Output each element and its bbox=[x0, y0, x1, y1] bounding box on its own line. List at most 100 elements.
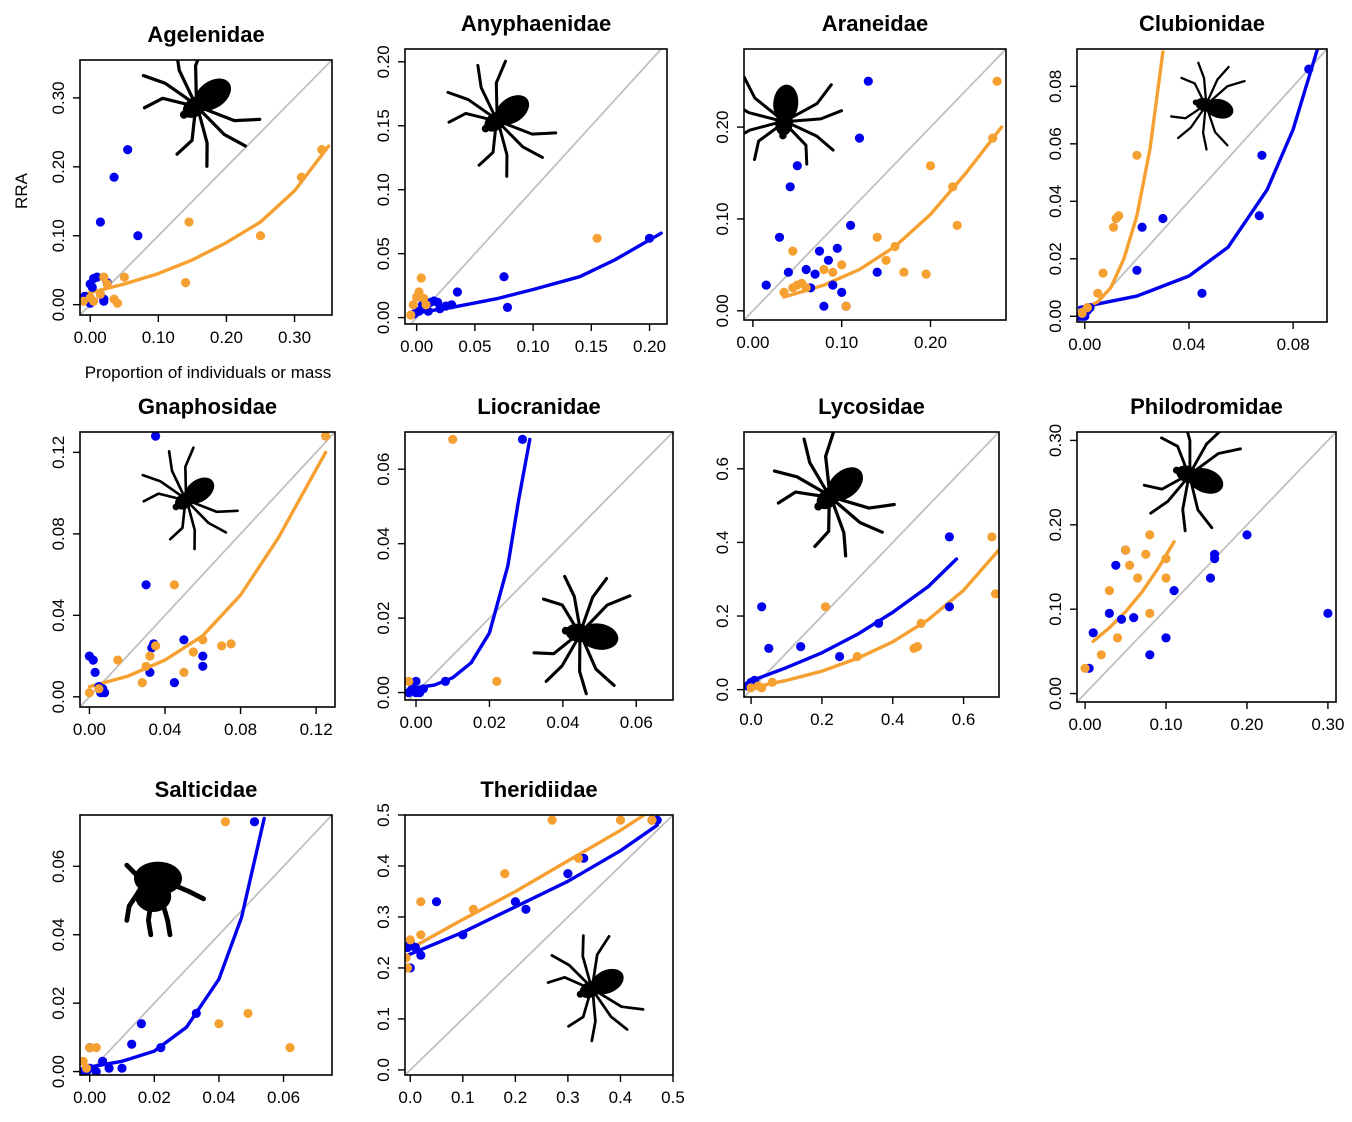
y-tick-label: 0.10 bbox=[49, 219, 68, 252]
point-orange bbox=[91, 1043, 101, 1053]
point-orange bbox=[757, 683, 767, 693]
x-tick-label: 0.5 bbox=[661, 1088, 685, 1107]
x-tick-label: 0.04 bbox=[148, 720, 181, 739]
point-blue bbox=[796, 642, 806, 652]
x-tick-label: 0.04 bbox=[202, 1088, 235, 1107]
point-orange bbox=[85, 1043, 95, 1053]
point-blue bbox=[521, 904, 531, 914]
y-tick-label: 0.20 bbox=[1046, 508, 1065, 541]
y-tick-label: 0.4 bbox=[374, 854, 393, 878]
point-orange bbox=[1093, 288, 1103, 298]
point-orange bbox=[746, 683, 756, 693]
x-tick-label: 0.15 bbox=[575, 337, 608, 356]
point-blue bbox=[156, 1043, 166, 1053]
plot-frame bbox=[743, 48, 1007, 321]
x-tick-label: 0.0 bbox=[398, 1088, 422, 1107]
spider-icon bbox=[430, 49, 565, 192]
point-blue bbox=[169, 678, 179, 688]
point-orange bbox=[1112, 633, 1123, 643]
y-tick-label: 0.10 bbox=[374, 173, 393, 206]
point-blue bbox=[1137, 222, 1147, 232]
panel-title-araneidae: Araneidae bbox=[822, 11, 928, 36]
spider-icon bbox=[127, 437, 246, 563]
spider-icon bbox=[744, 74, 846, 169]
point-orange bbox=[899, 267, 909, 277]
point-blue bbox=[846, 220, 856, 230]
point-blue bbox=[127, 1039, 137, 1049]
point-orange bbox=[1108, 222, 1119, 232]
point-orange bbox=[468, 904, 478, 914]
x-tick-label: 0.02 bbox=[138, 1088, 171, 1107]
point-orange bbox=[184, 217, 194, 227]
point-blue bbox=[117, 1063, 127, 1073]
y-tick-label: 0.04 bbox=[374, 527, 393, 560]
point-blue bbox=[1242, 530, 1252, 540]
point-orange bbox=[819, 264, 829, 275]
point-orange bbox=[151, 641, 161, 651]
y-tick-label: 0.1 bbox=[374, 1007, 393, 1031]
y-tick-label: 0.3 bbox=[374, 905, 393, 929]
panel-title-salticidae: Salticidae bbox=[155, 777, 258, 802]
point-blue bbox=[835, 651, 845, 662]
point-blue bbox=[1210, 549, 1220, 559]
point-orange bbox=[141, 661, 151, 671]
panel-clubionidae: Clubionidae 0.00 0.04 0.08 0.00 0.02 0.04 0.06 0… bbox=[1046, 11, 1328, 354]
point-orange bbox=[890, 241, 900, 252]
point-orange bbox=[1141, 549, 1151, 559]
point-orange bbox=[408, 300, 418, 310]
point-blue bbox=[249, 817, 260, 827]
fit-line-orange bbox=[1077, 50, 1165, 313]
point-blue bbox=[517, 434, 528, 444]
y-tick-label: 0.2 bbox=[374, 956, 393, 980]
point-orange bbox=[448, 434, 458, 444]
point-orange bbox=[852, 651, 862, 662]
point-blue bbox=[1158, 213, 1168, 224]
point-orange bbox=[405, 953, 411, 963]
identity-line bbox=[85, 815, 332, 1075]
point-orange bbox=[95, 289, 105, 299]
point-orange bbox=[912, 642, 923, 652]
point-blue bbox=[563, 869, 573, 879]
point-orange bbox=[119, 272, 129, 282]
y-tick-label: 0.10 bbox=[1046, 593, 1065, 626]
panel-title-anyphaenidae: Anyphaenidae bbox=[461, 11, 611, 36]
identity-line bbox=[80, 60, 332, 315]
x-tick-label: 0.00 bbox=[73, 720, 106, 739]
point-blue bbox=[764, 643, 774, 654]
point-blue bbox=[411, 676, 421, 687]
plot-frame bbox=[404, 431, 674, 701]
point-orange bbox=[916, 618, 926, 629]
point-orange bbox=[198, 635, 208, 645]
x-tick-label: 0.00 bbox=[399, 713, 432, 732]
point-blue bbox=[191, 1008, 201, 1019]
point-blue bbox=[785, 182, 795, 192]
point-orange bbox=[243, 1008, 253, 1019]
point-blue bbox=[141, 580, 151, 590]
point-orange bbox=[1145, 530, 1155, 540]
panel-title-lycosidae: Lycosidae bbox=[818, 394, 925, 419]
y-tick-label: 0.00 bbox=[49, 680, 68, 713]
panel-salticidae: Salticidae 0.00 0.02 0.04 0.06 0.00 0.02 0.04 0.… bbox=[49, 777, 333, 1107]
point-orange bbox=[788, 246, 798, 256]
point-orange bbox=[137, 678, 147, 688]
point-orange bbox=[1121, 545, 1131, 555]
point-orange bbox=[416, 897, 426, 907]
y-tick-label: 0.30 bbox=[1046, 424, 1065, 457]
fit-line-orange bbox=[405, 815, 648, 952]
y-axis-label: RRA bbox=[12, 172, 31, 209]
panel-araneidae: Araneidae 0.00 0.10 0.20 0.00 0.10 0.20 bbox=[713, 11, 1007, 352]
point-blue bbox=[1169, 586, 1179, 596]
panel-title-liocranidae: Liocranidae bbox=[477, 394, 600, 419]
y-tick-label: 0.00 bbox=[713, 294, 732, 327]
point-blue bbox=[88, 655, 98, 665]
point-orange bbox=[990, 589, 999, 599]
y-tick-label: 0.04 bbox=[49, 918, 68, 951]
point-blue bbox=[814, 246, 825, 256]
panel-agelenidae: Agelenidae 0.00 0.10 0.20 0.30 0.00 0.10 0.20 0.… bbox=[49, 22, 333, 347]
point-orange bbox=[615, 815, 626, 825]
point-blue bbox=[874, 618, 884, 629]
point-blue bbox=[123, 145, 133, 155]
y-tick-label: 0.20 bbox=[374, 45, 393, 78]
y-tick-label: 0.00 bbox=[1046, 677, 1065, 710]
fit-line-orange bbox=[1091, 540, 1176, 643]
